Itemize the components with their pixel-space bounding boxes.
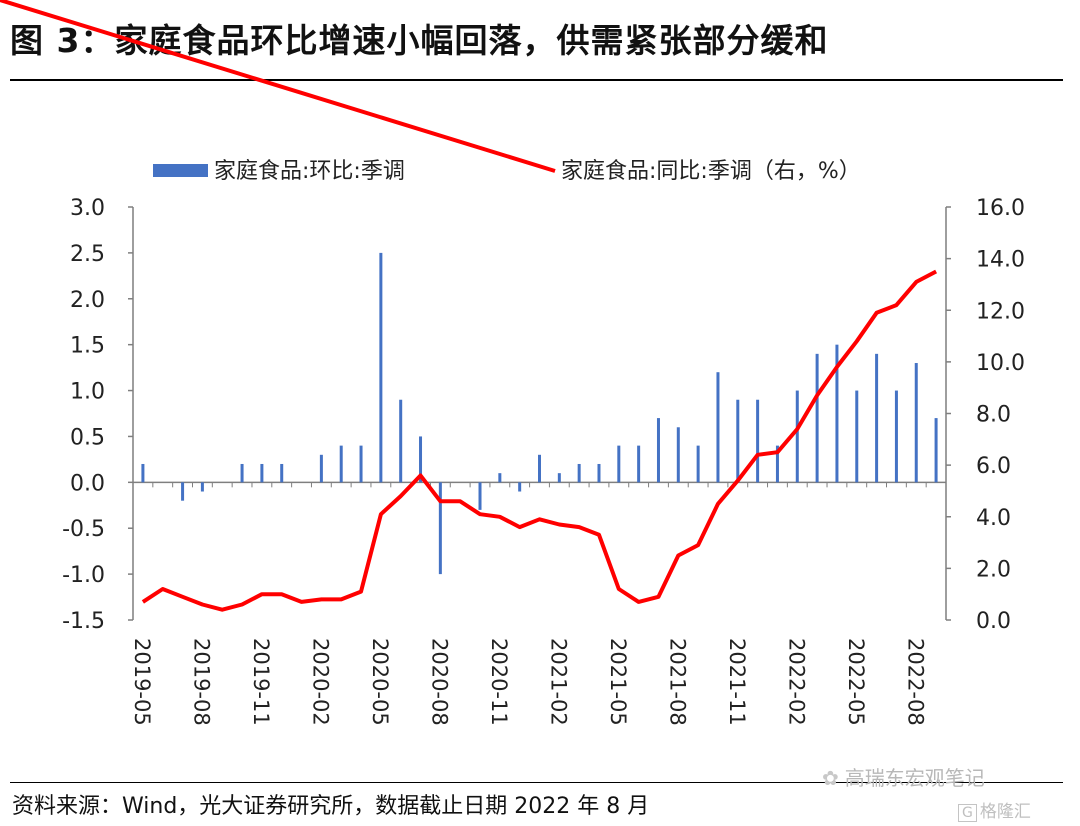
bar — [399, 399, 403, 483]
x-tick-label: 2019-08 — [189, 638, 213, 726]
tick-labels: -1.5 -1.0 -0.5 0.0 0.5 1.0 1.5 2.0 2.5 3.0 0.0 2.0 4… — [62, 196, 1025, 726]
x-tick-label: 2019-05 — [130, 638, 154, 726]
y-left-tick-label: 1.0 — [70, 380, 105, 405]
bar — [934, 418, 938, 483]
y-left-tick-label: -1.5 — [62, 609, 105, 634]
chart-title: 图 3：家庭食品环比增速小幅回落，供需紧张部分缓和 — [10, 21, 829, 60]
bar — [181, 482, 185, 501]
y-left-tick-label: 2.5 — [70, 242, 105, 267]
x-tick-label: 2020-08 — [427, 638, 451, 726]
y-left-tick-label: 2.0 — [70, 288, 105, 313]
y-right-tick-label: 16.0 — [976, 196, 1025, 221]
title-underline — [10, 79, 1063, 81]
x-tick-label: 2020-05 — [368, 638, 392, 726]
bar — [419, 436, 423, 483]
legend: 家庭食品:环比:季调 家庭食品:同比:季调（右，%） — [0, 0, 861, 184]
bar — [339, 445, 343, 483]
bar — [438, 482, 442, 575]
watermark: ✿ 高瑞东宏观笔记 — [822, 762, 985, 791]
bar — [815, 353, 819, 483]
bar — [617, 445, 621, 483]
bar — [894, 390, 898, 483]
x-tick-label: 2021-08 — [665, 638, 689, 726]
y-left-tick-label: -0.5 — [62, 517, 105, 542]
bar — [478, 482, 482, 510]
bar — [260, 463, 264, 483]
bar — [736, 399, 740, 483]
x-tick-label: 2020-02 — [308, 638, 332, 726]
bar — [498, 473, 502, 483]
bar — [716, 372, 720, 483]
y-right-tick-label: 14.0 — [976, 248, 1025, 273]
x-tick-label: 2021-05 — [606, 638, 630, 726]
y-right-tick-label: 8.0 — [976, 403, 1011, 428]
line-series — [141, 269, 938, 612]
bar — [676, 427, 680, 483]
y-right-tick-label: 10.0 — [976, 351, 1025, 376]
bar — [141, 463, 145, 483]
y-left-tick-label: 3.0 — [70, 196, 105, 221]
gelonghui-logo: G 格隆汇 — [958, 797, 1031, 822]
x-tick-label: 2022-08 — [903, 638, 927, 726]
bar — [855, 390, 859, 483]
bar — [379, 252, 383, 483]
bar — [359, 445, 363, 483]
watermark-text: 高瑞东宏观笔记 — [844, 766, 985, 790]
gelonghui-text: 格隆汇 — [979, 802, 1031, 822]
bar — [319, 454, 323, 483]
y-right-tick-label: 0.0 — [976, 609, 1011, 634]
bar — [914, 363, 918, 483]
axes — [128, 206, 951, 621]
x-tick-label: 2019-11 — [249, 638, 273, 726]
x-tick-label: 2021-02 — [546, 638, 570, 726]
bar — [756, 399, 760, 483]
legend-bar-swatch — [153, 164, 208, 177]
y-left-tick-label: 0.0 — [70, 471, 105, 496]
bar — [280, 463, 284, 483]
legend-bar-label: 家庭食品:环比:季调 — [214, 159, 405, 184]
y-left-tick-label: 0.5 — [70, 425, 105, 450]
bar — [200, 482, 204, 492]
gelonghui-mark: G — [958, 804, 977, 822]
bar — [577, 463, 581, 483]
bar — [835, 344, 839, 483]
bar-series — [141, 252, 938, 575]
bar — [597, 463, 601, 483]
y-right-tick-label: 2.0 — [976, 557, 1011, 582]
y-left-tick-label: 1.5 — [70, 334, 105, 359]
bar — [775, 445, 779, 483]
y-right-tick-label: 6.0 — [976, 454, 1011, 479]
y-left-tick-label: -1.0 — [62, 563, 105, 588]
y-right-tick-label: 4.0 — [976, 506, 1011, 531]
bar — [656, 418, 660, 483]
yoy-line — [141, 269, 938, 612]
bar — [696, 445, 700, 483]
x-tick-label: 2022-05 — [844, 638, 868, 726]
legend-line-swatch — [0, 0, 556, 173]
y-right-tick-label: 12.0 — [976, 299, 1025, 324]
source-note: 资料来源：Wind，光大证券研究所，数据截止日期 2022 年 8 月 — [12, 794, 650, 819]
legend-line-label: 家庭食品:同比:季调（右，%） — [561, 159, 861, 184]
bar — [538, 454, 541, 483]
x-tick-label: 2021-11 — [725, 638, 749, 726]
bar — [240, 463, 244, 483]
x-tick-label: 2022-02 — [784, 638, 808, 726]
wechat-icon: ✿ — [822, 766, 839, 790]
bar — [557, 473, 561, 483]
bar — [518, 482, 522, 492]
bar — [795, 390, 799, 483]
footer-rule — [10, 782, 1063, 783]
bar — [637, 445, 641, 483]
x-tick-label: 2020-11 — [487, 638, 511, 726]
bar — [875, 353, 879, 483]
